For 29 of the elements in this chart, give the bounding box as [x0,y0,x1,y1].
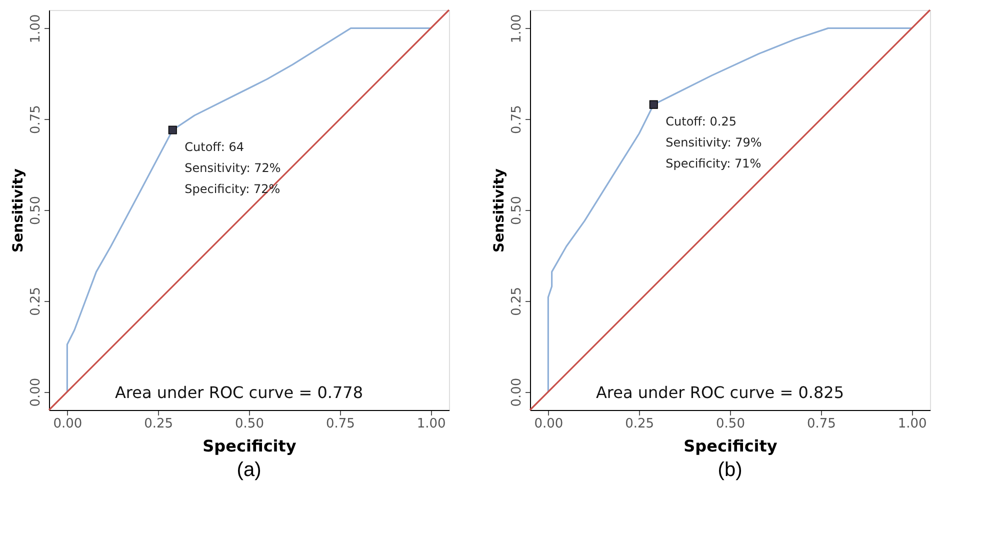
x-tick-label: 1.00 [898,416,927,432]
y-tick-label: 0.75 [510,105,524,134]
x-tick-label: 0.50 [716,416,745,432]
x-axis-title: Specificity [202,436,297,456]
text: (b) [718,459,742,481]
y-tick-label: 0.50 [510,196,524,225]
x-tick-label: 0.50 [235,416,264,432]
y-tick-label: 0.00 [28,378,44,407]
annotation: Cutoff: 0.25 Sensitivity: 79% Specificity: 71% [666,114,762,171]
x-tick-label: 1.00 [416,416,446,432]
x-tick-label: 0.00 [534,416,564,432]
x-tick-label: 0.25 [144,416,174,432]
x-tick-label: 0.00 [53,416,82,432]
y-tick-label: 0.25 [510,286,524,316]
y-tick-label: 1.00 [510,14,524,44]
x-tick-label: 0.75 [806,416,836,432]
y-tick-label: 0.75 [28,105,44,134]
x-tick-label: 0.75 [326,416,355,432]
y-tick-label: 0.50 [28,196,44,225]
y-tick-label: 0.00 [510,378,524,407]
annotation: Area under ROC curve = 0.825 [596,383,844,402]
y-axis-title: Sensitivity [492,168,508,252]
x-axis-title: Specificity [684,436,778,456]
y-tick-label: 0.25 [28,286,44,316]
annotation: Area under ROC curve = 0.778 [114,383,364,402]
x-tick-label: 0.25 [625,416,654,432]
text: (a) [236,459,262,481]
y-axis-title: Sensitivity [10,168,26,252]
y-tick-label: 1.00 [28,14,44,44]
